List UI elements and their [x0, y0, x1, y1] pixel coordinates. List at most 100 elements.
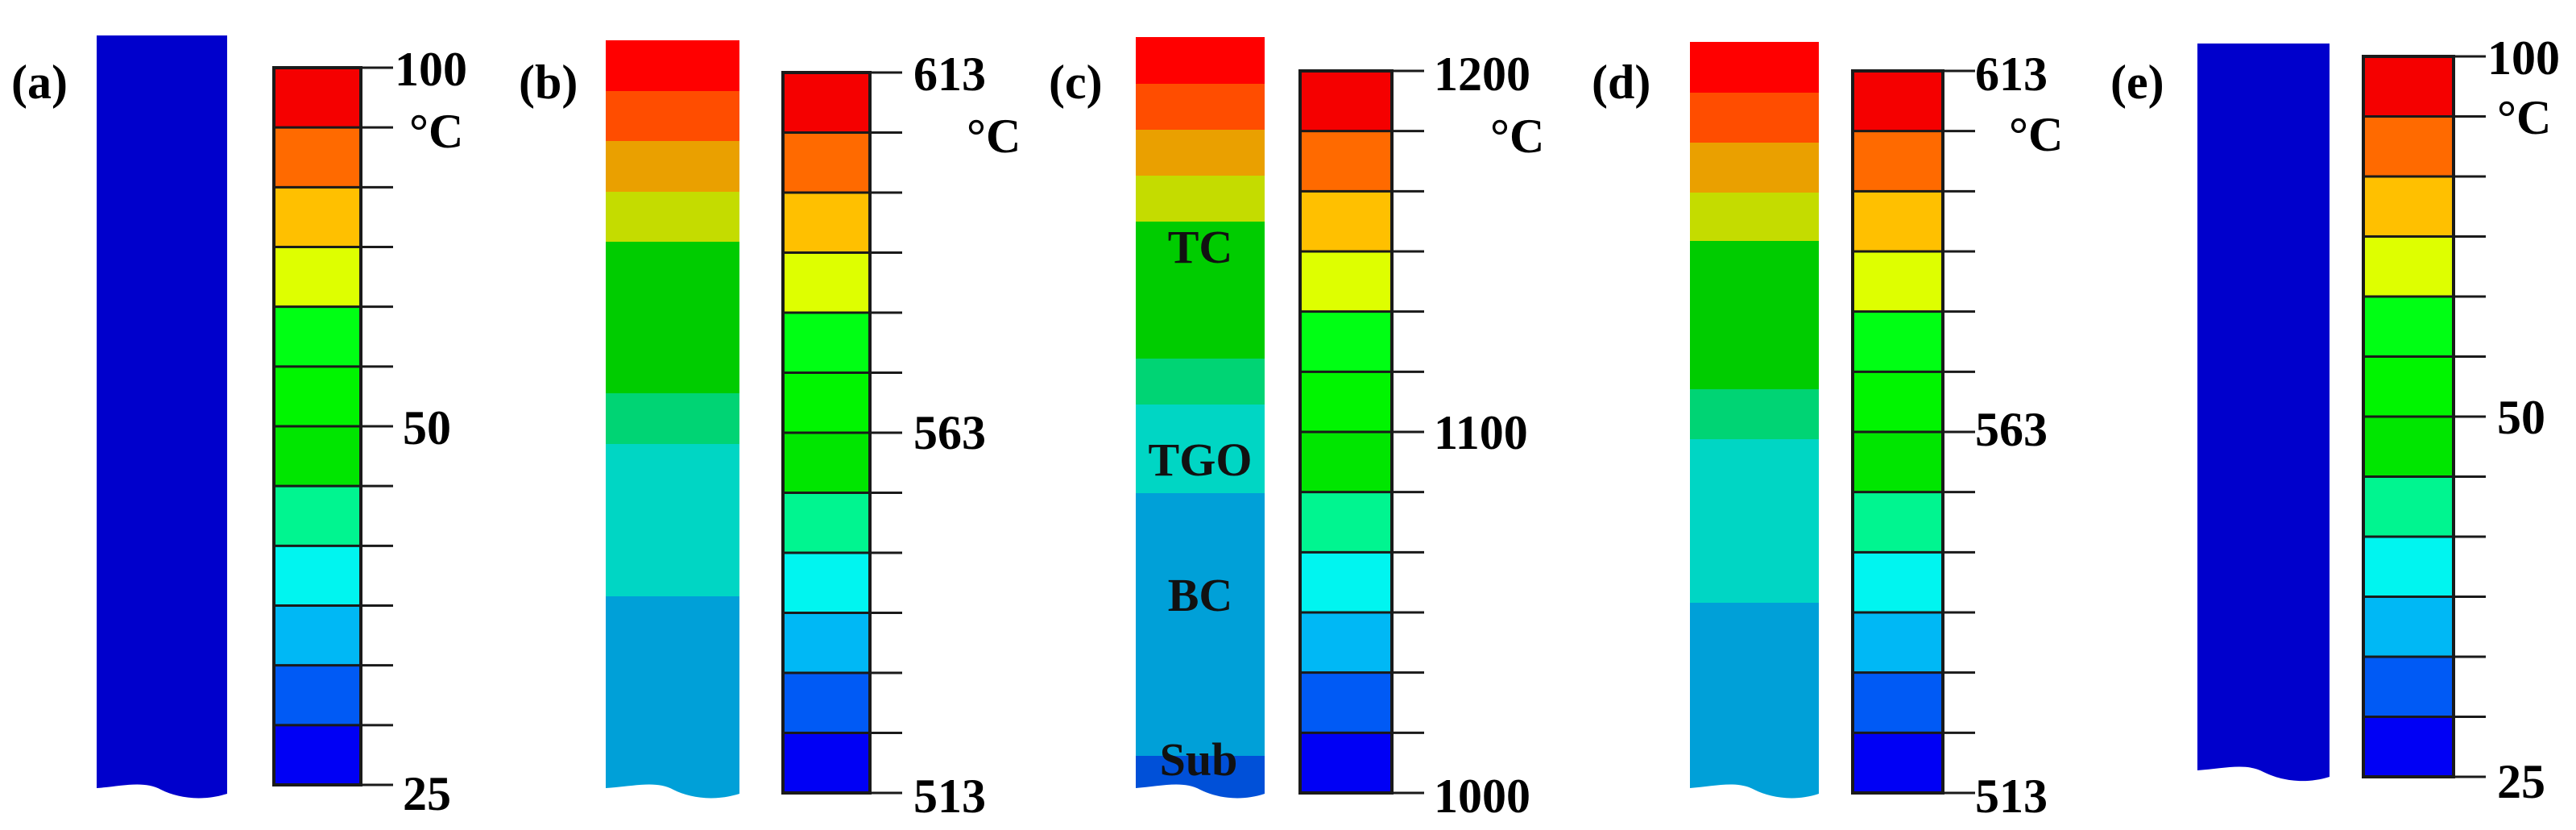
panel-c-strip-band [1136, 359, 1265, 405]
colorbar-segment [274, 306, 361, 367]
colorbar-segment [1300, 612, 1392, 673]
panel-c-layer-sub: Sub [1160, 733, 1238, 786]
panel-a-tick-top: 100 [395, 43, 467, 96]
panel-d-tick-top: 613 [1975, 48, 2048, 101]
panel-c: (c) TC TGO BC Sub 1200 °C 1100 1000 [1049, 37, 1544, 823]
colorbar-segment [1853, 492, 1943, 553]
panel-b-tick-top: 613 [913, 48, 986, 101]
colorbar-segment [1853, 612, 1943, 673]
panel-e-tick-bottom: 25 [2497, 755, 2545, 808]
panel-c-tick-bottom: 1000 [1434, 770, 1530, 823]
panel-e-tick-mid: 50 [2497, 391, 2545, 444]
panel-c-strip-band [1136, 176, 1265, 222]
panel-d-unit: °C [2009, 108, 2063, 161]
panel-d-strip [1690, 42, 1819, 799]
colorbar-segment [783, 372, 870, 433]
panel-d-colorbar [1851, 69, 1975, 795]
panel-b-strip-band [606, 596, 739, 799]
panel-a-unit: °C [409, 105, 463, 158]
colorbar-segment [2363, 297, 2454, 357]
panel-b-strip-band [606, 141, 739, 192]
panel-c-layer-tgo: TGO [1149, 434, 1253, 486]
colorbar-segment [274, 68, 361, 128]
colorbar-segment [1300, 371, 1392, 432]
colorbar-segment [274, 665, 361, 725]
colorbar-segment [1853, 311, 1943, 372]
colorbar-segment [783, 612, 870, 673]
colorbar-segment [1853, 71, 1943, 131]
panel-c-label: (c) [1049, 56, 1103, 109]
colorbar-segment [1853, 131, 1943, 192]
panel-c-strip-band [1136, 84, 1265, 130]
colorbar-segment [783, 492, 870, 553]
colorbar-segment [1853, 552, 1943, 612]
colorbar-segment [274, 724, 361, 785]
colorbar-segment [2363, 476, 2454, 537]
panel-b-strip-band [606, 444, 739, 596]
panel-e-strip [2197, 44, 2330, 782]
panel-a-colorbar [272, 66, 393, 786]
colorbar-segment [783, 132, 870, 193]
colorbar-segment [783, 73, 870, 133]
panel-b-tick-bottom: 513 [913, 770, 986, 823]
colorbar-segment [1853, 432, 1943, 492]
colorbar-segment [274, 546, 361, 606]
colorbar-segment [783, 252, 870, 313]
colorbar-segment [2363, 417, 2454, 477]
colorbar-segment [2363, 236, 2454, 297]
colorbar-outline [272, 66, 362, 786]
panel-c-strip-band [1136, 37, 1265, 84]
colorbar-segment [2363, 356, 2454, 417]
colorbar-segment [2363, 596, 2454, 657]
colorbar-segment [1853, 251, 1943, 312]
panel-c-strip-band [1136, 493, 1265, 756]
panel-d-strip-band [1690, 93, 1819, 143]
panel-d-strip-band [1690, 42, 1819, 93]
colorbar-outline [781, 71, 872, 795]
panel-a: (a) 100 °C 50 25 [11, 35, 467, 820]
panel-c-strip-band [1136, 756, 1265, 799]
colorbar-segment [274, 426, 361, 487]
colorbar-outline [2362, 55, 2455, 778]
panel-d: (d) 613 °C 563 513 [1592, 42, 2063, 823]
panel-c-layer-bc: BC [1168, 569, 1233, 621]
panel-b-strip-band [606, 91, 739, 141]
colorbar-segment [1300, 432, 1392, 492]
panel-b-strip-band [606, 242, 739, 393]
panel-b-colorbar [781, 71, 902, 795]
colorbar-segment [1853, 732, 1943, 793]
colorbar-segment [783, 313, 870, 373]
panel-b-strip-band [606, 192, 739, 242]
panel-a-tick-bottom: 25 [403, 767, 451, 820]
panel-b-strip-band [606, 393, 739, 444]
panel-b-tick-mid: 563 [913, 406, 986, 459]
colorbar-segment [274, 247, 361, 307]
panel-d-strip-band [1690, 389, 1819, 439]
colorbar-segment [1300, 492, 1392, 553]
panel-c-tick-mid: 1100 [1434, 406, 1528, 459]
colorbar-segment [1300, 71, 1392, 131]
panel-b-label: (b) [519, 56, 578, 109]
colorbar-segment [783, 553, 870, 613]
colorbar-segment [274, 187, 361, 247]
colorbar-segment [1300, 311, 1392, 372]
panel-c-layer-tc: TC [1168, 221, 1233, 273]
panel-d-strip-band [1690, 439, 1819, 603]
panel-c-tick-top: 1200 [1434, 48, 1530, 101]
panel-d-strip-band [1690, 143, 1819, 193]
panel-c-colorbar [1298, 69, 1424, 795]
panel-d-strip-band [1690, 241, 1819, 389]
panel-d-tick-mid: 563 [1975, 403, 2048, 456]
colorbar-segment [1300, 251, 1392, 312]
colorbar-segment [274, 605, 361, 666]
panel-b-strip-band [606, 40, 739, 91]
colorbar-segment [1853, 672, 1943, 733]
panel-c-unit: °C [1490, 110, 1544, 163]
panel-a-strip [97, 35, 227, 799]
panel-e: (e) 100 °C 50 25 [2110, 31, 2560, 808]
panel-a-label: (a) [11, 56, 68, 109]
panel-b: (b) 613 °C 563 513 [519, 40, 1021, 823]
colorbar-segment [1300, 191, 1392, 251]
panel-c-strip-band [1136, 222, 1265, 359]
